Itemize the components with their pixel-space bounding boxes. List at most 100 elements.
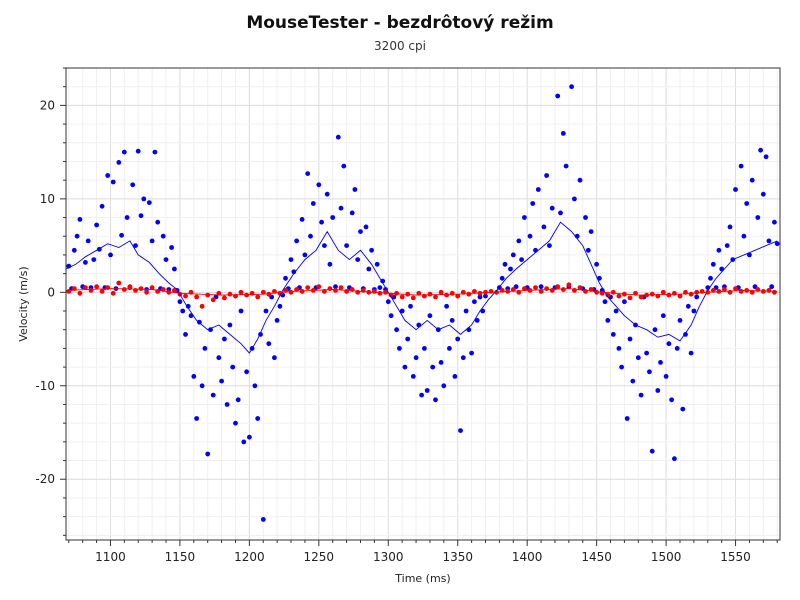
blue-scatter-point xyxy=(630,378,636,384)
blue-scatter-point xyxy=(235,397,241,403)
blue-scatter-point xyxy=(558,210,563,216)
blue-scatter-point xyxy=(255,416,261,421)
red-scatter-point xyxy=(583,289,588,294)
blue-scatter-point xyxy=(441,383,447,389)
blue-scatter-point xyxy=(449,318,455,323)
blue-scatter-point xyxy=(602,299,608,305)
blue-scatter-point xyxy=(294,238,299,244)
red-scatter-point xyxy=(333,288,338,293)
blue-scatter-point xyxy=(163,257,169,262)
blue-scatter-point xyxy=(402,364,408,370)
blue-scatter-point xyxy=(530,201,536,206)
blue-scatter-point xyxy=(224,402,230,407)
red-scatter-point xyxy=(260,289,266,295)
red-scatter-point xyxy=(88,288,94,293)
blue-scatter-point xyxy=(588,229,594,235)
blue-scatter-point xyxy=(344,243,349,249)
blue-scatter-point xyxy=(427,313,433,319)
blue-scatter-point xyxy=(355,257,361,262)
y-tick-label: 20 xyxy=(40,98,55,112)
blue-scatter-point xyxy=(241,439,247,445)
blue-scatter-point xyxy=(155,219,161,225)
blue-scatter-point xyxy=(172,266,177,272)
blue-scatter-point xyxy=(185,303,191,309)
blue-scatter-point xyxy=(769,284,775,290)
red-scatter-point xyxy=(377,290,383,296)
blue-scatter-point xyxy=(338,205,344,211)
blue-scatter-point xyxy=(472,299,477,305)
blue-scatter-point xyxy=(510,252,516,258)
red-scatter-point xyxy=(227,291,233,297)
blue-scatter-point xyxy=(749,177,755,183)
blue-scatter-point xyxy=(322,243,327,249)
axes: 1100 1150 1200 1250 1300 1350 1400 1450 1500 1550… xyxy=(35,67,778,564)
blue-scatter-point xyxy=(324,191,330,197)
blue-scatter-point xyxy=(522,215,527,220)
blue-scatter-point xyxy=(349,210,355,216)
blue-scatter-point xyxy=(230,364,236,370)
blue-scatter-point xyxy=(708,275,713,281)
blue-scatter-point xyxy=(299,217,305,222)
blue-scatter-point xyxy=(569,84,574,90)
blue-scatter-point xyxy=(680,406,686,412)
blue-scatter-point xyxy=(647,369,652,375)
blue-scatter-point xyxy=(716,247,722,253)
blue-scatter-point xyxy=(141,196,147,202)
blue-scatter-point xyxy=(263,308,269,314)
blue-scatter-point xyxy=(763,154,769,160)
x-tick-label: 1200 xyxy=(234,550,265,564)
blue-scatter-point xyxy=(463,308,469,314)
blue-scatter-point xyxy=(413,355,419,361)
red-scatter-point xyxy=(183,293,188,299)
y-tick-label: 10 xyxy=(40,192,55,206)
red-scatter-point xyxy=(410,295,416,301)
chart-title: MouseTester - bezdrôtový režim xyxy=(246,13,553,33)
blue-scatter-point xyxy=(335,134,341,140)
blue-scatter-point xyxy=(363,224,369,230)
blue-scatter-point xyxy=(649,448,655,454)
blue-scatter-point xyxy=(424,388,430,393)
blue-scatter-point xyxy=(419,392,424,398)
blue-scatter-point xyxy=(594,261,599,267)
blue-scatter-point xyxy=(266,341,272,347)
blue-scatter-point xyxy=(622,299,627,305)
blue-scatter-point xyxy=(655,388,661,393)
plot-series xyxy=(65,84,780,522)
blue-scatter-point xyxy=(272,355,277,361)
blue-scatter-point xyxy=(672,456,677,462)
red-scatter-point xyxy=(121,287,127,292)
blue-scatter-point xyxy=(288,257,294,262)
blue-scatter-point xyxy=(194,416,200,421)
x-tick-label: 1100 xyxy=(95,550,126,564)
blue-scatter-point xyxy=(180,308,186,314)
blue-scatter-point xyxy=(666,341,672,347)
red-scatter-point xyxy=(149,285,155,290)
blue-scatter-point xyxy=(447,346,452,351)
red-scatter-point xyxy=(472,289,477,294)
red-scatter-point xyxy=(394,290,399,296)
x-tick-label: 1450 xyxy=(581,550,612,564)
blue-scatter-point xyxy=(619,364,624,370)
blue-scatter-point xyxy=(85,238,91,244)
blue-scatter-point xyxy=(758,147,763,153)
blue-scatter-point xyxy=(327,261,333,267)
red-scatter-point xyxy=(210,297,216,303)
blue-scatter-point xyxy=(519,257,524,262)
blue-scatter-point xyxy=(369,247,374,253)
red-scatter-point xyxy=(77,290,83,296)
x-tick-label: 1300 xyxy=(373,550,404,564)
blue-scatter-point xyxy=(133,243,138,249)
red-scatter-point xyxy=(660,289,666,295)
blue-scatter-point xyxy=(533,247,538,253)
blue-scatter-point xyxy=(210,392,216,398)
blue-scatter-point xyxy=(652,327,658,333)
blue-scatter-point xyxy=(430,364,436,370)
blue-scatter-point xyxy=(283,275,288,281)
blue-scatter-point xyxy=(677,318,683,323)
blue-scatter-point xyxy=(710,261,716,267)
blue-scatter-point xyxy=(216,355,222,361)
blue-scatter-point xyxy=(616,346,622,351)
blue-scatter-point xyxy=(663,374,669,379)
blue-scatter-point xyxy=(291,269,297,275)
